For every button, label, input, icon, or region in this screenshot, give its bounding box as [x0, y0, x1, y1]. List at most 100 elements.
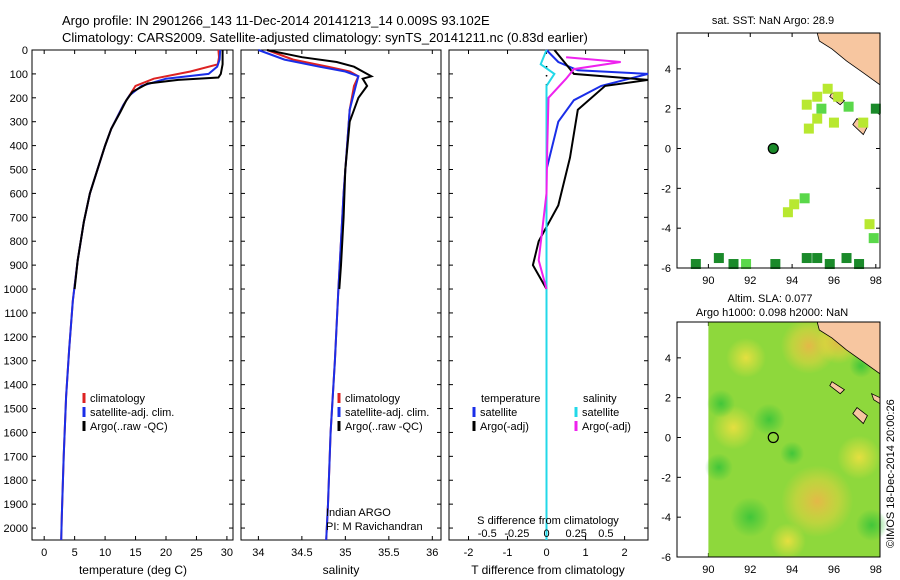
depth-tick-label: 700 [10, 212, 28, 224]
depth-tick-label: 1100 [4, 308, 28, 320]
diff-legend-t-sat-label: satellite [480, 407, 517, 419]
sst-observation-square [858, 117, 869, 128]
sla-map-title-2: Argo h1000: 0.098 h2000: NaN [696, 307, 848, 319]
sla-y-tick-label: 0 [665, 433, 671, 445]
sla-x-tick-label: 98 [870, 564, 882, 576]
temp-series-line [60, 49, 222, 541]
sst-observation-square [690, 259, 701, 270]
sal-x-tick-label: 34 [252, 547, 264, 559]
sla-anomaly-blob [704, 453, 733, 482]
sst-observation-square [868, 233, 879, 244]
diff-s-tick-label: -0.5 [478, 528, 497, 540]
depth-tick-label: 1600 [4, 427, 28, 439]
diff-legend-s-argo-label: Argo(-adj) [582, 421, 631, 433]
sla-map-title-1: Altim. SLA: 0.077 [728, 293, 813, 305]
sst-observation-square [799, 193, 810, 204]
sst-observation-square [801, 99, 812, 110]
temp-series-line [73, 50, 224, 290]
diff-series-line [531, 49, 649, 290]
sla-anomaly-blob [837, 435, 882, 480]
sla-anomaly-blob [753, 403, 786, 436]
depth-tick-label: 2000 [4, 523, 28, 535]
diff-x-tick-label: -1 [503, 547, 513, 559]
sla-anomaly-blob [769, 523, 806, 560]
sla-x-tick-label: 92 [744, 564, 756, 576]
sst-map-panel: sat. SST: NaN Argo: 28.9 90 92 94 96 98 -6 -4 -… [661, 15, 882, 287]
depth-tick-label: 400 [10, 141, 28, 153]
diff-legend-salinity: salinity [583, 393, 617, 405]
sal-annotation-2: PI: M Ravichandran [326, 521, 423, 533]
sst-y-tick-label: 2 [665, 104, 671, 116]
sst-observation-square [864, 219, 875, 230]
sst-y-tick-label: 4 [665, 64, 671, 76]
sal-series-line [258, 49, 360, 541]
sla-map-frame [676, 321, 881, 558]
sst-x-tick-label: 98 [870, 275, 882, 287]
imos-credit: ©IMOS 18-Dec-2014 20:00:26 [885, 399, 897, 548]
sst-observation-square [728, 259, 739, 270]
depth-tick-label: 1700 [4, 451, 28, 463]
temp-xlabel: temperature (deg C) [79, 563, 187, 577]
sst-observation-square [833, 91, 844, 102]
depth-tick-label: 1000 [4, 284, 28, 296]
depth-tick-label: 0 [22, 45, 28, 57]
temperature-panel: 0100200300400500600700800900100011001200… [4, 45, 234, 577]
sst-y-tick-label: -2 [661, 183, 671, 195]
sst-observation-square [770, 259, 781, 270]
sst-observation-square [803, 123, 814, 134]
diff-series-line [545, 49, 649, 540]
sal-legend-argo-label: Argo(..raw -QC) [345, 421, 423, 433]
sal-x-tick-label: 36 [426, 547, 438, 559]
sst-x-tick-label: 90 [702, 275, 714, 287]
sal-x-tick-label: 35 [339, 547, 351, 559]
sst-x-tick-label: 96 [828, 275, 840, 287]
depth-tick-label: 1800 [4, 475, 28, 487]
depth-tick-label: 1200 [4, 332, 28, 344]
diff-x-tick-label: 1 [583, 547, 589, 559]
diff-x-tick-label: -2 [464, 547, 474, 559]
diff-legend-temperature: temperature [481, 393, 540, 405]
temp-series-line [60, 49, 221, 541]
temp-frame [31, 49, 234, 541]
salinity-panel: 34 34.5 35 35.5 36 salinity climatology satelli… [240, 49, 442, 577]
depth-tick-label: 100 [10, 69, 28, 81]
sst-observation-square [812, 253, 823, 264]
sla-anomaly-blob [855, 509, 888, 542]
sst-observation-square [741, 259, 752, 270]
sla-x-tick-label: 94 [786, 564, 798, 576]
diff-s-tick-label: -0.25 [504, 528, 529, 540]
sal-x-tick-label: 35.5 [378, 547, 399, 559]
diff-s-tick-label: 0 [543, 528, 549, 540]
sst-x-tick-label: 94 [786, 275, 798, 287]
sst-observation-square [854, 259, 865, 270]
sal-frame [240, 49, 442, 541]
sst-map-frame [676, 32, 881, 269]
sla-anomaly-blob [780, 441, 805, 466]
temp-legend-clim-label: climatology [90, 393, 146, 405]
temp-x-tick-label: 30 [221, 547, 233, 559]
sal-legend-sat-label: satellite-adj. clim. [345, 407, 429, 419]
sla-anomaly-blob [726, 337, 767, 378]
sla-y-tick-label: 4 [665, 353, 671, 365]
sst-observation-square [812, 91, 823, 102]
sla-anomaly-blob [706, 389, 735, 418]
sst-observation-square [824, 259, 835, 270]
diff-x-tick-label: 0 [543, 547, 549, 559]
diff-zero-dot [545, 74, 548, 77]
diff-series-line [537, 56, 621, 290]
sst-observation-square [816, 103, 827, 114]
sst-observation-square [828, 117, 839, 128]
diff-x-tick-label: 2 [622, 547, 628, 559]
diff-frame [448, 49, 649, 541]
sst-map-title: sat. SST: NaN Argo: 28.9 [712, 15, 834, 27]
sla-y-tick-label: 2 [665, 393, 671, 405]
sla-y-tick-label: -4 [661, 512, 671, 524]
diff-xlabel: T difference from climatology [471, 563, 625, 577]
sal-series-line [266, 49, 375, 290]
depth-tick-label: 900 [10, 260, 28, 272]
sal-legend-clim-label: climatology [345, 393, 401, 405]
sst-observation-square [801, 253, 812, 264]
depth-tick-label: 800 [10, 236, 28, 248]
depth-tick-label: 1900 [4, 499, 28, 511]
